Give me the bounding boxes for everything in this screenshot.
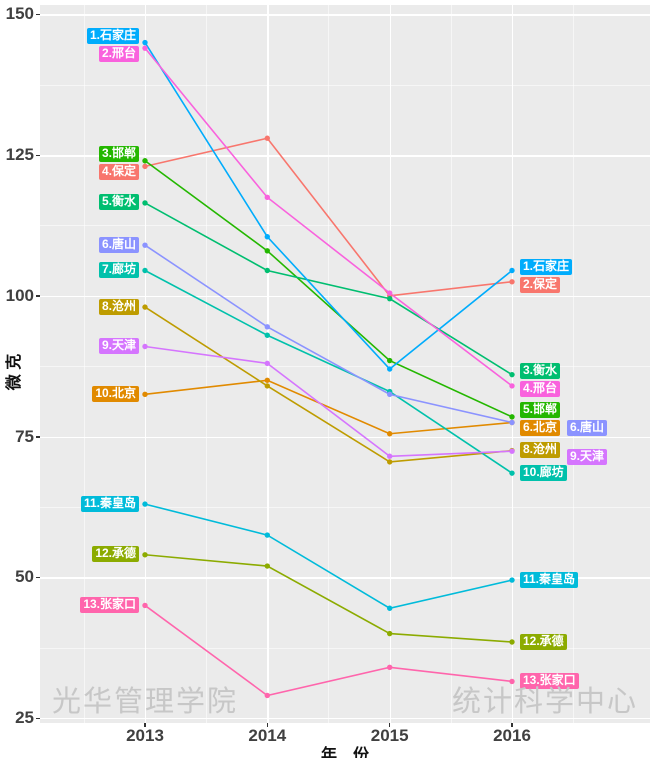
series-label-right-北京: 6.北京 bbox=[520, 420, 561, 437]
gridline bbox=[328, 5, 330, 723]
watermark-left: 光华管理学院 bbox=[52, 686, 239, 718]
y-tick-mark bbox=[36, 295, 40, 297]
x-tick-mark bbox=[388, 723, 391, 727]
gridline bbox=[450, 5, 452, 723]
y-tick-label: 75 bbox=[15, 426, 34, 446]
series-label-left-衡水: 5.衡水 bbox=[98, 194, 139, 211]
series-label-right-唐山: 6.唐山 bbox=[567, 419, 608, 436]
series-label-right-沧州: 8.沧州 bbox=[520, 442, 561, 459]
series-label-left-保定: 4.保定 bbox=[98, 164, 139, 181]
series-label-left-秦皇岛: 11.秦皇岛 bbox=[80, 495, 139, 512]
y-tick-mark bbox=[36, 717, 40, 719]
series-label-right-张家口: 13.张家口 bbox=[520, 672, 579, 689]
gridline bbox=[83, 5, 85, 723]
x-tick-mark bbox=[144, 723, 146, 727]
gridline bbox=[512, 5, 514, 723]
series-label-left-天津: 9.天津 bbox=[98, 337, 139, 354]
y-tick-mark bbox=[36, 13, 40, 16]
y-tick-label: 100 bbox=[5, 285, 34, 305]
series-label-left-石家庄: 1.石家庄 bbox=[86, 27, 139, 44]
y-tick-label: 25 bbox=[15, 708, 34, 727]
series-label-right-秦皇岛: 11.秦皇岛 bbox=[520, 571, 579, 588]
series-label-left-承德: 12.承德 bbox=[92, 546, 139, 563]
series-label-left-邢台: 2.邢台 bbox=[98, 45, 139, 62]
series-label-left-唐山: 6.唐山 bbox=[98, 236, 139, 253]
gridline bbox=[206, 5, 207, 723]
series-label-right-邢台: 4.邢台 bbox=[520, 380, 561, 397]
series-label-right-承德: 12.承德 bbox=[520, 633, 567, 650]
series-label-left-廊坊: 7.廊坊 bbox=[98, 262, 139, 278]
series-label-right-天津: 9.天津 bbox=[567, 448, 608, 465]
series-label-left-张家口: 13.张家口 bbox=[80, 596, 139, 613]
x-axis-title: 年 份 bbox=[320, 747, 369, 758]
x-tick-mark bbox=[511, 723, 513, 727]
series-label-right-保定: 2.保定 bbox=[520, 276, 561, 293]
y-tick-label: 50 bbox=[15, 567, 34, 587]
series-label-right-邯郸: 5.邯郸 bbox=[520, 402, 561, 419]
gridline bbox=[40, 84, 650, 86]
x-tick-label: 2013 bbox=[126, 726, 164, 745]
gridline bbox=[40, 436, 650, 438]
gridline bbox=[389, 5, 392, 723]
y-tick-mark bbox=[36, 576, 40, 579]
gridline bbox=[40, 295, 650, 298]
gridline bbox=[145, 5, 147, 723]
y-tick-mark bbox=[36, 154, 40, 157]
y-axis-title: 微 克 bbox=[6, 353, 23, 391]
x-tick-label: 2014 bbox=[248, 726, 287, 745]
gridline bbox=[267, 5, 269, 723]
x-tick-label: 2015 bbox=[370, 726, 409, 745]
x-tick-mark bbox=[266, 723, 269, 727]
x-tick-label: 2016 bbox=[493, 726, 531, 745]
series-label-left-北京: 10.北京 bbox=[92, 385, 139, 402]
series-label-left-沧州: 8.沧州 bbox=[98, 298, 139, 315]
series-label-right-石家庄: 1.石家庄 bbox=[520, 258, 573, 275]
y-tick-mark bbox=[36, 436, 40, 438]
gridline bbox=[40, 14, 650, 16]
y-tick-label: 125 bbox=[5, 145, 34, 165]
gridline bbox=[40, 718, 650, 720]
series-label-left-邯郸: 3.邯郸 bbox=[98, 146, 139, 163]
gridline bbox=[573, 5, 574, 723]
watermark-right: 统计科学中心 bbox=[451, 686, 638, 718]
series-label-right-廊坊: 10.廊坊 bbox=[520, 464, 567, 481]
series-label-right-衡水: 3.衡水 bbox=[520, 362, 561, 379]
y-tick-label: 150 bbox=[5, 4, 34, 24]
gridline bbox=[40, 225, 650, 227]
